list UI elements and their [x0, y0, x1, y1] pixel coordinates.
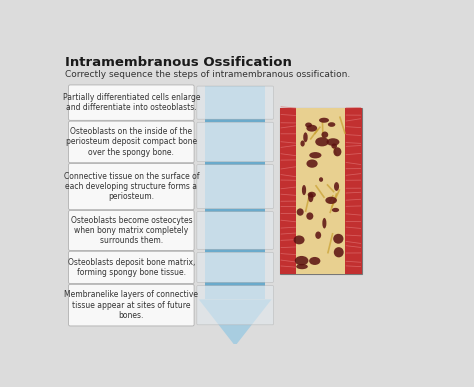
Text: Partially differentiated cells enlarge
and differentiate into osteoblasts.: Partially differentiated cells enlarge a… — [63, 93, 200, 112]
Ellipse shape — [334, 247, 344, 257]
Bar — [280, 108, 362, 274]
Text: Osteoblasts on the inside of the
periosteum deposit compact bone
over the spongy: Osteoblasts on the inside of the periost… — [66, 127, 197, 157]
Ellipse shape — [308, 192, 316, 198]
FancyBboxPatch shape — [69, 121, 194, 163]
Bar — [205, 283, 265, 286]
FancyBboxPatch shape — [69, 85, 194, 120]
Ellipse shape — [334, 182, 339, 191]
FancyBboxPatch shape — [197, 122, 273, 161]
Ellipse shape — [327, 138, 339, 146]
Ellipse shape — [305, 123, 312, 127]
FancyBboxPatch shape — [197, 86, 273, 119]
Ellipse shape — [306, 212, 313, 220]
Text: Intramembranous Ossification: Intramembranous Ossification — [65, 56, 292, 68]
Ellipse shape — [331, 144, 337, 149]
Bar — [296, 108, 345, 274]
Ellipse shape — [296, 264, 308, 269]
Ellipse shape — [293, 235, 305, 244]
FancyBboxPatch shape — [69, 211, 194, 250]
Ellipse shape — [325, 197, 337, 204]
Ellipse shape — [301, 140, 305, 147]
Bar — [205, 249, 265, 252]
Polygon shape — [199, 300, 272, 346]
FancyBboxPatch shape — [197, 212, 273, 249]
Text: Correctly sequence the steps of intramembranous ossification.: Correctly sequence the steps of intramem… — [65, 70, 351, 79]
FancyBboxPatch shape — [69, 284, 194, 326]
Ellipse shape — [306, 159, 318, 168]
Ellipse shape — [302, 185, 306, 195]
Text: Osteoblasts deposit bone matrix,
forming spongy bone tissue.: Osteoblasts deposit bone matrix, forming… — [68, 258, 195, 277]
Text: Osteoblasts become osteocytes
when bony matrix completely
surrounds them.: Osteoblasts become osteocytes when bony … — [71, 216, 192, 245]
Ellipse shape — [315, 137, 329, 146]
Bar — [205, 209, 265, 212]
Ellipse shape — [309, 152, 321, 158]
Ellipse shape — [333, 234, 344, 244]
Ellipse shape — [308, 193, 313, 202]
Ellipse shape — [297, 208, 304, 216]
Ellipse shape — [295, 256, 309, 265]
Ellipse shape — [309, 257, 320, 265]
Ellipse shape — [328, 122, 335, 127]
FancyBboxPatch shape — [197, 286, 273, 325]
Ellipse shape — [333, 147, 341, 156]
Ellipse shape — [321, 132, 328, 138]
FancyBboxPatch shape — [197, 164, 273, 209]
Ellipse shape — [303, 132, 308, 142]
Ellipse shape — [332, 208, 339, 212]
Ellipse shape — [322, 218, 327, 228]
Bar — [205, 119, 265, 122]
Ellipse shape — [315, 231, 321, 239]
FancyBboxPatch shape — [69, 251, 194, 284]
Ellipse shape — [319, 118, 329, 123]
Ellipse shape — [319, 177, 323, 182]
Bar — [345, 108, 362, 274]
Bar — [205, 161, 265, 164]
FancyBboxPatch shape — [197, 252, 273, 283]
Bar — [280, 108, 296, 274]
Ellipse shape — [306, 125, 317, 132]
Text: Membranelike layers of connective
tissue appear at sites of future
bones.: Membranelike layers of connective tissue… — [64, 290, 198, 320]
Text: Connective tissue on the surface of
each developing structure forms a
periosteum: Connective tissue on the surface of each… — [64, 172, 199, 202]
FancyBboxPatch shape — [69, 163, 194, 210]
Bar — [205, 86, 265, 300]
